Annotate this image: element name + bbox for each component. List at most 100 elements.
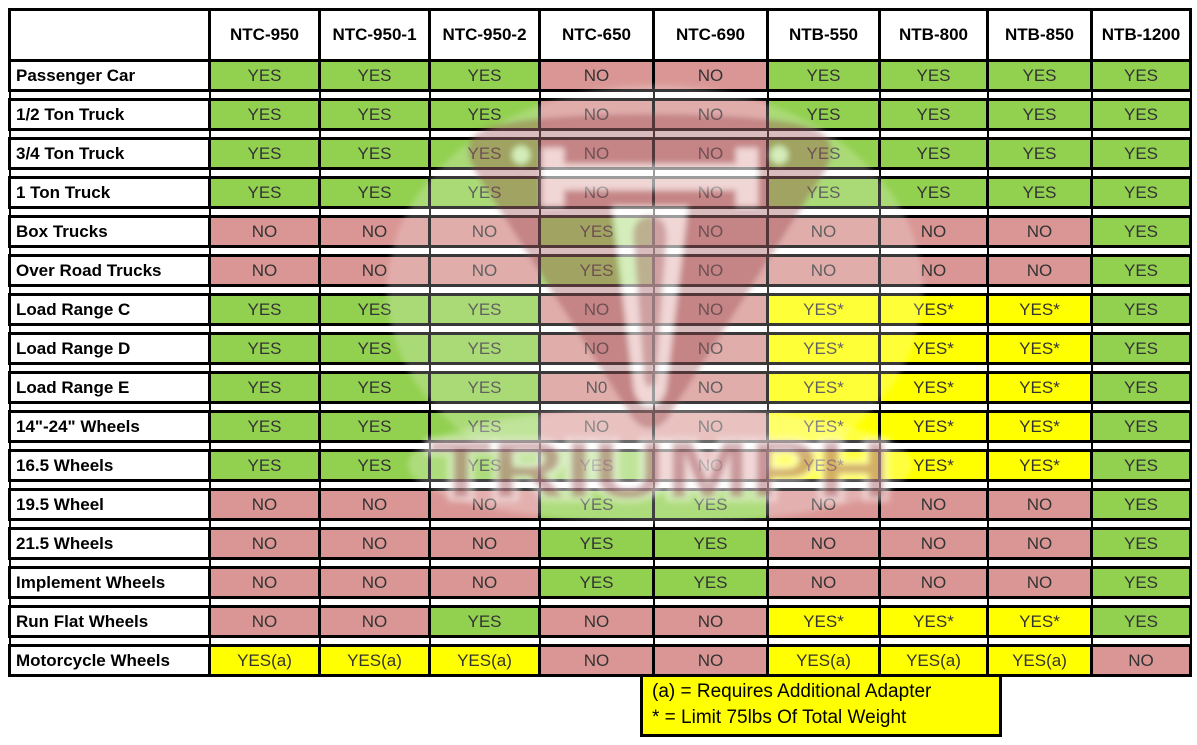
table-cell: NO [428, 566, 541, 599]
table-cell: YES [208, 98, 321, 131]
table-cell: YES* [766, 410, 881, 443]
column-header-ntc-690: NTC-690 [652, 8, 769, 62]
table-cell: NO [878, 488, 989, 521]
column-header-ntc-650: NTC-650 [538, 8, 655, 62]
table-cell: NO [652, 410, 769, 443]
table-cell: YES* [766, 332, 881, 365]
table-cell: YES [766, 176, 881, 209]
table-cell: NO [986, 527, 1093, 560]
spacer-row [8, 402, 1192, 412]
table-cell: NO [652, 332, 769, 365]
table-cell: NO [208, 254, 321, 287]
table-cell: YES* [986, 332, 1093, 365]
row-label: 3/4 Ton Truck [8, 137, 211, 170]
spacer-row [8, 363, 1192, 373]
table-cell: YES* [986, 371, 1093, 404]
table-cell: YES [1090, 527, 1192, 560]
table-cell: YES [1090, 605, 1192, 638]
table-cell: YES [1090, 137, 1192, 170]
table-cell: YES [1090, 176, 1192, 209]
table-cell: YES [766, 137, 881, 170]
table-cell: YES [428, 332, 541, 365]
table-cell: YES(a) [766, 644, 881, 677]
table-cell: YES [1090, 215, 1192, 248]
table-cell: YES [1090, 449, 1192, 482]
table-cell: NO [538, 98, 655, 131]
table-row: 19.5 Wheel NO NO NO YES YES NO NO NO YES [8, 488, 1192, 521]
table-cell: YES [208, 449, 321, 482]
table-cell: YES [1090, 293, 1192, 326]
table-cell: YES [986, 59, 1093, 92]
row-label: 21.5 Wheels [8, 527, 211, 560]
table-row: 1/2 Ton Truck YES YES YES NO NO YES YES YES YES [8, 98, 1192, 131]
spacer-row [8, 324, 1192, 334]
table-cell: YES [538, 449, 655, 482]
table-cell: NO [318, 605, 431, 638]
table-cell: YES* [766, 293, 881, 326]
table-cell: YES(a) [878, 644, 989, 677]
table-row: Implement Wheels NO NO NO YES YES NO NO NO YES [8, 566, 1192, 599]
row-label: Over Road Trucks [8, 254, 211, 287]
footnote-line-adapter: (a) = Requires Additional Adapter [652, 681, 932, 702]
table-cell: YES(a) [986, 644, 1093, 677]
row-label: Load Range D [8, 332, 211, 365]
table-cell: NO [318, 215, 431, 248]
corner-cell [8, 8, 211, 62]
table-cell: NO [878, 566, 989, 599]
table-cell: YES* [878, 449, 989, 482]
table-cell: YES [1090, 59, 1192, 92]
table-cell: NO [208, 605, 321, 638]
table-cell: YES* [878, 605, 989, 638]
table-cell: NO [986, 215, 1093, 248]
table-head: NTC-950 NTC-950-1 NTC-950-2 NTC-650 NTC-690 N… [8, 8, 1192, 62]
table-cell: YES [652, 566, 769, 599]
table-cell: YES* [766, 449, 881, 482]
spacer-row [8, 90, 1192, 100]
table-cell: NO [428, 527, 541, 560]
table-cell: YES(a) [208, 644, 321, 677]
table-cell: NO [428, 254, 541, 287]
footnote-legend: (a) = Requires Additional Adapter * = Li… [640, 674, 1002, 737]
table-cell: NO [652, 59, 769, 92]
table-cell: YES [538, 566, 655, 599]
table-cell: YES [428, 98, 541, 131]
column-header-ntc-950-1: NTC-950-1 [318, 8, 431, 62]
table-cell: YES [986, 137, 1093, 170]
table-cell: YES [428, 59, 541, 92]
table-row: Run Flat Wheels NO NO YES NO NO YES* YES* YES* YE… [8, 605, 1192, 638]
table-row: Load Range C YES YES YES NO NO YES* YES* YES* YES [8, 293, 1192, 326]
table-row: Load Range D YES YES YES NO NO YES* YES* YES* YES [8, 332, 1192, 365]
table-cell: YES [652, 488, 769, 521]
table-cell: N0 [538, 371, 655, 404]
table-cell: YES [208, 293, 321, 326]
spacer-row [8, 480, 1192, 490]
table-cell: YES [208, 137, 321, 170]
table-cell: YES [1090, 332, 1192, 365]
table-cell: YES [986, 176, 1093, 209]
table-row: Motorcycle Wheels YES(a) YES(a) YES(a) NO NO Y… [8, 644, 1192, 677]
table-cell: YES [318, 98, 431, 131]
table-cell: NO [986, 488, 1093, 521]
table-cell: NO [538, 332, 655, 365]
table-cell: NO [428, 215, 541, 248]
table-cell: YES [208, 410, 321, 443]
table-cell: YES [878, 176, 989, 209]
table-cell: NO [652, 644, 769, 677]
table-cell: NO [538, 137, 655, 170]
table-cell: YES* [878, 293, 989, 326]
table-cell: NO [652, 176, 769, 209]
row-label: 19.5 Wheel [8, 488, 211, 521]
table-cell: YES [428, 605, 541, 638]
table-cell: YES* [986, 410, 1093, 443]
table-cell: NO [538, 59, 655, 92]
table-row: Passenger Car YES YES YES NO NO YES YES YES YES [8, 59, 1192, 92]
table-cell: NO [766, 488, 881, 521]
table-cell: YES [428, 410, 541, 443]
table-cell: YES* [986, 293, 1093, 326]
table-cell: YES [318, 332, 431, 365]
table-cell: YES [766, 98, 881, 131]
table-cell: NO [538, 605, 655, 638]
table-cell: NO [766, 254, 881, 287]
table-cell: YES [208, 332, 321, 365]
table-cell: YES* [986, 449, 1093, 482]
